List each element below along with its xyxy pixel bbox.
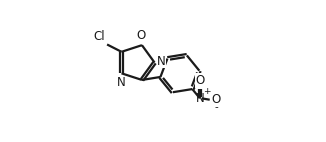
Text: Cl: Cl [94, 30, 105, 43]
Text: O: O [211, 93, 221, 106]
Text: N: N [157, 55, 166, 68]
Text: N: N [116, 76, 125, 89]
Text: +: + [203, 87, 211, 96]
Text: N: N [196, 92, 204, 105]
Text: O: O [137, 29, 146, 42]
Text: O: O [195, 74, 204, 87]
Text: -: - [214, 102, 218, 112]
